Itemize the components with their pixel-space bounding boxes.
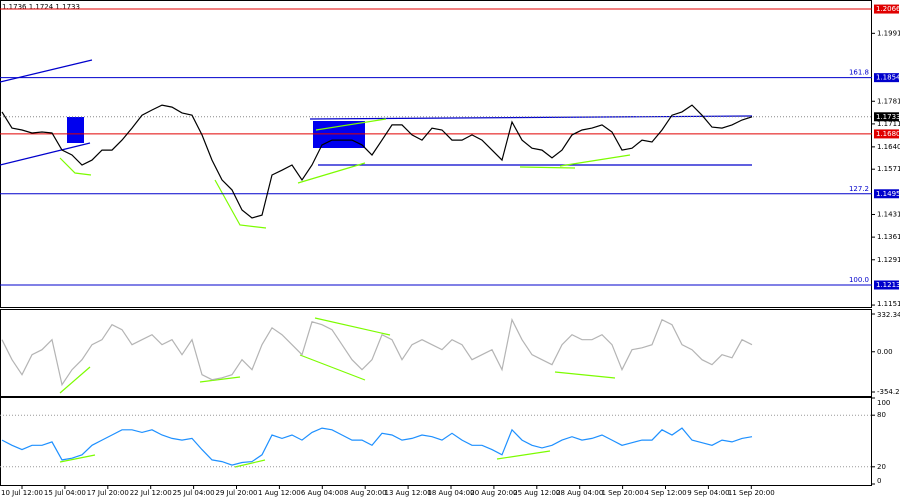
divergence-line (234, 459, 266, 468)
divergence-lines (59, 118, 631, 468)
x-tick-label: 20 Aug 20:00 (470, 489, 517, 497)
current-price-label: 1.1733 (876, 113, 900, 121)
frames (0, 0, 872, 486)
y-tick-label: 1.1431 (877, 210, 900, 218)
x-tick-label: 29 Jul 20:00 (216, 489, 258, 497)
level-label: 1.1854 (876, 74, 900, 82)
x-tick-label: 28 Aug 04:00 (556, 489, 603, 497)
main-frame (0, 0, 872, 308)
y-tick-label: 1.1991 (877, 29, 900, 37)
fib-label: 100.0 (849, 276, 869, 284)
x-tick-label: 25 Aug 12:00 (513, 489, 560, 497)
x-tick-label: 8 Aug 20:00 (344, 489, 387, 497)
cci-frame (0, 309, 872, 397)
y-tick-label: 20 (877, 463, 886, 471)
x-tick-label: 1 Aug 12:00 (258, 489, 301, 497)
y-tick-label: 1.1711 (877, 120, 900, 128)
level-label: 1.1495 (876, 190, 900, 198)
price-line (1, 427, 753, 466)
x-tick-label: 1 Sep 20:00 (601, 489, 643, 497)
channel-line (0, 142, 91, 166)
y-tick-label: 1.1291 (877, 256, 900, 264)
y-tick-label: 0.00 (877, 348, 893, 356)
y-tick-label: 1.1640 (877, 143, 900, 151)
price-header: 1.1736 1.1724 1.1733 (2, 3, 80, 11)
level-label-box (874, 129, 899, 139)
y-tick-label: 332.3467 (877, 311, 900, 319)
x-tick-label: 22 Jul 12:00 (130, 489, 172, 497)
level-label-box (874, 73, 899, 83)
divergence-line (59, 366, 91, 394)
divergence-line (519, 166, 576, 169)
y-tick-label: 1.1151 (877, 300, 900, 308)
zone-box (67, 117, 84, 143)
fib-label: 161.8 (849, 69, 869, 77)
rsi-frame (0, 397, 872, 486)
current-price-box (874, 112, 899, 122)
price-line (1, 104, 753, 219)
fib-label: 127.2 (849, 185, 869, 193)
divergence-line (199, 376, 241, 383)
divergence-line (559, 154, 631, 167)
level-label: 1.2066 (876, 5, 900, 13)
y-tick-label: 1.1361 (877, 233, 900, 241)
divergence-line (496, 450, 551, 460)
divergence-line (315, 118, 387, 131)
drawings (0, 59, 753, 468)
x-tick-label: 13 Aug 12:00 (384, 489, 431, 497)
level-label-box (874, 189, 899, 199)
y-tick-label: 1.1571 (877, 165, 900, 173)
level-label-box (874, 4, 899, 14)
divergence-line (297, 162, 366, 184)
y-tick-label: 1.1781 (877, 97, 900, 105)
channel-line (0, 59, 93, 83)
level-label: 1.1213 (876, 281, 900, 289)
x-tick-label: 15 Jul 04:00 (44, 489, 86, 497)
divergence-line (214, 179, 267, 229)
divergence-line (59, 157, 92, 176)
divergence-line (554, 371, 616, 379)
level-label: 1.1680 (876, 130, 900, 138)
divergence-line (299, 354, 366, 381)
x-tick-label: 9 Sep 04:00 (687, 489, 729, 497)
y-tick-label: 100 (877, 399, 890, 407)
x-tick-label: 18 Aug 04:00 (427, 489, 474, 497)
y-tick-label: 0 (877, 477, 881, 485)
x-tick-label: 17 Jul 20:00 (87, 489, 129, 497)
x-tick-label: 25 Jul 04:00 (173, 489, 215, 497)
x-tick-label: 11 Sep 20:00 (728, 489, 775, 497)
level-label-box (874, 280, 899, 290)
divergence-line (314, 317, 391, 336)
zone-box (313, 121, 365, 148)
x-tick-label: 4 Sep 12:00 (644, 489, 686, 497)
y-tick-label: -354.279 (877, 388, 900, 396)
x-tick-label: 6 Aug 04:00 (301, 489, 344, 497)
price-line (1, 317, 753, 387)
x-tick-label: 10 Jul 12:00 (1, 489, 43, 497)
divergence-line (59, 454, 96, 463)
y-tick-label: 80 (877, 411, 886, 419)
